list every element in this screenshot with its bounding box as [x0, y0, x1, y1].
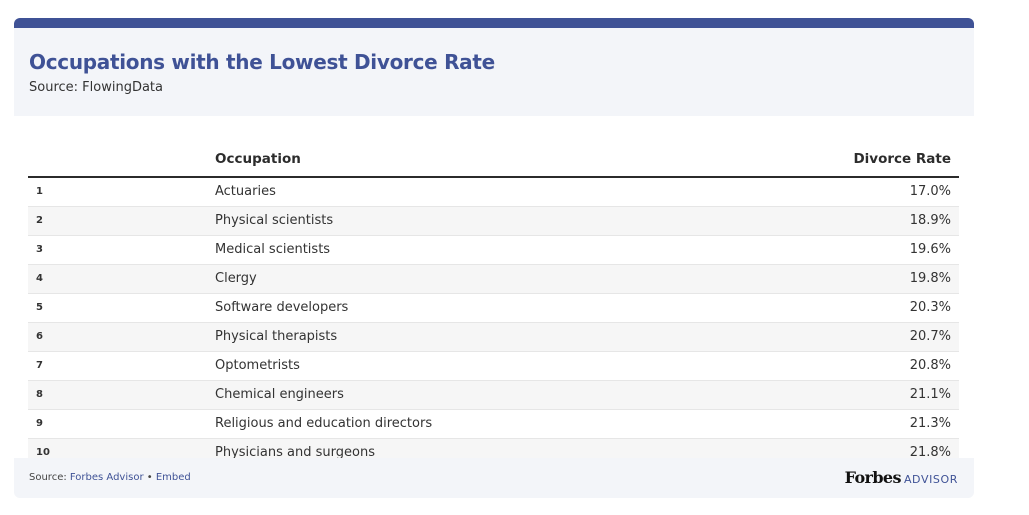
table-row: 1 Actuaries 17.0% — [28, 178, 959, 207]
column-header-divorce-rate: Divorce Rate — [853, 151, 951, 167]
table-row: 2 Physical scientists 18.9% — [28, 207, 959, 236]
occupation-cell: Software developers — [215, 300, 349, 315]
forbes-advisor-link[interactable]: Forbes Advisor — [69, 472, 144, 483]
logo-forbes: Forbes — [844, 468, 902, 487]
occupation-cell: Physical therapists — [215, 329, 338, 344]
footer-separator: • — [143, 472, 156, 483]
chart-header: Occupations with the Lowest Divorce Rate… — [14, 28, 974, 116]
logo-advisor: ADVISOR — [903, 473, 958, 486]
rank-cell: 5 — [36, 302, 43, 313]
table-row: 5 Software developers 20.3% — [28, 294, 959, 323]
table-row: 6 Physical therapists 20.7% — [28, 323, 959, 352]
chart-footer: Source: Forbes Advisor • Embed Forbes ADV… — [14, 458, 974, 498]
rank-cell: 1 — [36, 186, 43, 197]
footer-source-prefix: Source: — [29, 472, 70, 483]
table-row: 8 Chemical engineers 21.1% — [28, 381, 959, 410]
table-header: Occupation Divorce Rate — [28, 130, 959, 178]
embed-link[interactable]: Embed — [155, 472, 191, 483]
occupation-cell: Physical scientists — [215, 213, 334, 228]
footer-source: Source: Forbes Advisor • Embed — [29, 472, 191, 483]
occupation-cell: Chemical engineers — [215, 387, 344, 402]
divorce-rate-cell: 21.1% — [909, 387, 951, 402]
data-table: Occupation Divorce Rate 1 Actuaries 17.0% 2… — [28, 130, 959, 467]
forbes-advisor-logo: Forbes ADVISOR — [845, 468, 958, 487]
table-body: 1 Actuaries 17.0% 2 Physical scientists 18.9%… — [28, 178, 959, 467]
chart-title: Occupations with the Lowest Divorce Rate — [29, 50, 495, 74]
divorce-rate-cell: 20.7% — [909, 329, 951, 344]
occupation-cell: Clergy — [215, 271, 257, 286]
divorce-rate-cell: 20.3% — [909, 300, 951, 315]
occupation-cell: Optometrists — [215, 358, 300, 373]
table-row: 4 Clergy 19.8% — [28, 265, 959, 294]
accent-bar — [14, 18, 974, 28]
rank-cell: 6 — [36, 331, 43, 342]
divorce-rate-cell: 18.9% — [909, 213, 951, 228]
divorce-rate-cell: 19.8% — [909, 271, 951, 286]
occupation-cell: Physicians and surgeons — [215, 445, 375, 460]
table-row: 9 Religious and education directors 21.3% — [28, 410, 959, 439]
rank-cell: 8 — [36, 389, 43, 400]
rank-cell: 3 — [36, 244, 43, 255]
divorce-rate-cell: 17.0% — [909, 184, 951, 199]
occupation-cell: Medical scientists — [215, 242, 331, 257]
divorce-rate-cell: 21.8% — [909, 445, 951, 460]
chart-card: Occupations with the Lowest Divorce Rate… — [14, 18, 974, 498]
occupation-cell: Actuaries — [215, 184, 276, 199]
divorce-rate-cell: 20.8% — [909, 358, 951, 373]
rank-cell: 10 — [36, 447, 50, 458]
rank-cell: 2 — [36, 215, 43, 226]
occupation-cell: Religious and education directors — [215, 416, 433, 431]
table-row: 3 Medical scientists 19.6% — [28, 236, 959, 265]
table-row: 7 Optometrists 20.8% — [28, 352, 959, 381]
rank-cell: 7 — [36, 360, 43, 371]
column-header-occupation: Occupation — [215, 151, 301, 167]
chart-source: Source: FlowingData — [29, 80, 163, 95]
divorce-rate-cell: 19.6% — [909, 242, 951, 257]
divorce-rate-cell: 21.3% — [909, 416, 951, 431]
rank-cell: 4 — [36, 273, 43, 284]
rank-cell: 9 — [36, 418, 43, 429]
